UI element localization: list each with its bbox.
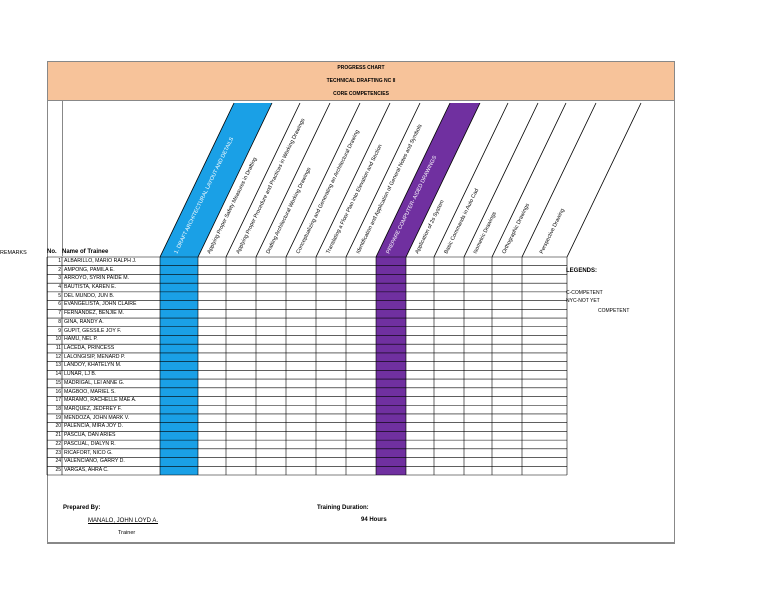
- competency-divider: [521, 102, 597, 258]
- competency-header-fill: [376, 103, 480, 257]
- trainee-number: 16: [55, 388, 61, 395]
- legend-not-yet-cont: COMPETENT: [598, 308, 630, 314]
- column-header-no: No.: [47, 249, 57, 255]
- trainee-number: 24: [55, 458, 61, 465]
- trainee-number: 18: [55, 406, 61, 413]
- trainee-name: MARQUEZ, JEDFREY F.: [64, 406, 122, 413]
- category-title: CORE COMPETENCIES: [333, 91, 389, 97]
- header-divider: [62, 101, 63, 256]
- legend-title: LEGENDS:: [566, 268, 598, 274]
- trainee-number: 19: [55, 414, 61, 421]
- trainee-number: 9: [58, 327, 61, 334]
- trainee-number: 20: [55, 423, 61, 430]
- trainee-name: GINA, RANDY A.: [64, 318, 104, 325]
- trainee-name: AMPONG, PAMILA E.: [64, 266, 115, 273]
- trainee-name: VARGAS, AHRA C.: [64, 467, 109, 474]
- column-header-name: Name of Trainee: [62, 249, 109, 255]
- trainee-number: 4: [58, 283, 61, 290]
- trainee-number: 11: [55, 345, 61, 351]
- trainee-number: 15: [55, 379, 61, 386]
- duration-value: 94 Hours: [361, 517, 387, 523]
- trainee-name: LALONGISIP, MENARD P.: [64, 353, 126, 360]
- competency-divider: [405, 102, 481, 258]
- trainee-name: EVANGELISTA, JOHN CLAIRE: [64, 301, 137, 308]
- prepared-by-label: Prepared By:: [63, 505, 101, 511]
- competency-label: REMARKS: [0, 250, 27, 256]
- competency-divider: [463, 102, 539, 258]
- trainee-name: PALENCIA, MIRA JOY D.: [64, 423, 123, 430]
- trainee-name: MARAMO, RACHELLE MAE A.: [64, 397, 137, 404]
- competency-divider: [315, 102, 391, 258]
- program-title: TECHNICAL DRAFTING NC II: [326, 78, 396, 84]
- trainee-name: DEL MUNDO, JUN B.: [64, 292, 115, 299]
- trainee-number: 22: [55, 440, 61, 447]
- prepared-by-name: MANALO, JOHN LOYD A.: [88, 518, 159, 524]
- trainee-name: LUNAR, LJ B.: [64, 371, 97, 378]
- competency-divider: [375, 102, 451, 258]
- trainee-name: GUPIT, GESSILE JOY F.: [64, 327, 122, 334]
- trainee-name: PASCUA, DAN ARIES: [64, 432, 116, 439]
- trainee-number: 17: [55, 397, 61, 404]
- chart-frame: [47, 101, 675, 543]
- competency-divider: [197, 102, 273, 258]
- trainee-name: ARROYO, SYRIN PAIDE M.: [64, 275, 130, 282]
- trainee-name: MENDOZA, JOHN MARK V.: [64, 414, 130, 421]
- trainee-name: LANDOY, KHATELYN M.: [64, 362, 122, 369]
- chart-header: PROGRESS CHART TECHNICAL DRAFTING NC II …: [47, 61, 675, 101]
- prepared-by-role: Trainer: [118, 530, 136, 536]
- competency-divider: [255, 102, 331, 258]
- legend-competent: C-COMPETENT: [566, 290, 603, 296]
- duration-label: Training Duration:: [317, 505, 369, 511]
- competency-header-fill: [160, 103, 272, 257]
- bottom-border: [47, 543, 675, 544]
- competency-divider: [433, 102, 509, 258]
- trainee-number: 23: [55, 449, 61, 456]
- trainee-name: PASCUAL, DIALYN R.: [64, 440, 116, 447]
- trainee-number: 1: [58, 257, 61, 264]
- competency-divider: [285, 102, 361, 258]
- competency-divider: [225, 102, 301, 258]
- trainee-name: VALENCIANO, GARRY D.: [64, 458, 125, 465]
- trainee-number: 8: [58, 318, 61, 325]
- trainee-number: 7: [58, 310, 61, 317]
- competency-divider: [159, 102, 235, 258]
- trainee-number: 13: [55, 362, 61, 369]
- trainee-number: 14: [55, 371, 61, 378]
- trainee-number: 2: [58, 266, 61, 273]
- trainee-name: RICAFORT, NICO G.: [64, 449, 113, 456]
- legend-not-yet: NYC-NOT YET: [566, 298, 600, 304]
- trainee-number: 10: [55, 336, 61, 343]
- competency-column-fill: [376, 257, 406, 475]
- trainee-name: HAMU, NEL P.: [64, 336, 98, 343]
- chart-title: PROGRESS CHART: [337, 65, 385, 71]
- trainee-name: LACEDA, PRINCESS: [64, 345, 115, 351]
- trainee-name: MAGBOO, MARIEL S.: [64, 388, 116, 395]
- competency-column-fill: [160, 257, 198, 475]
- trainee-number: 25: [55, 467, 61, 474]
- trainee-name: MADRIGAL, LEI ANNE G.: [64, 379, 125, 386]
- trainee-number: 5: [58, 292, 61, 299]
- trainee-name: ALBARILLO, MARIO RALPH J.: [64, 257, 137, 264]
- competency-divider: [345, 102, 421, 258]
- competency-divider: [491, 102, 567, 258]
- trainee-number: 3: [58, 275, 61, 282]
- trainee-number: 6: [58, 301, 61, 308]
- trainee-number: 21: [55, 432, 61, 439]
- competency-divider: [566, 102, 642, 258]
- trainee-name: FERNANDEZ, BENJIE M.: [64, 310, 124, 317]
- trainee-number: 12: [55, 353, 61, 360]
- trainee-name: BAUTISTA, KAREN E.: [64, 283, 117, 290]
